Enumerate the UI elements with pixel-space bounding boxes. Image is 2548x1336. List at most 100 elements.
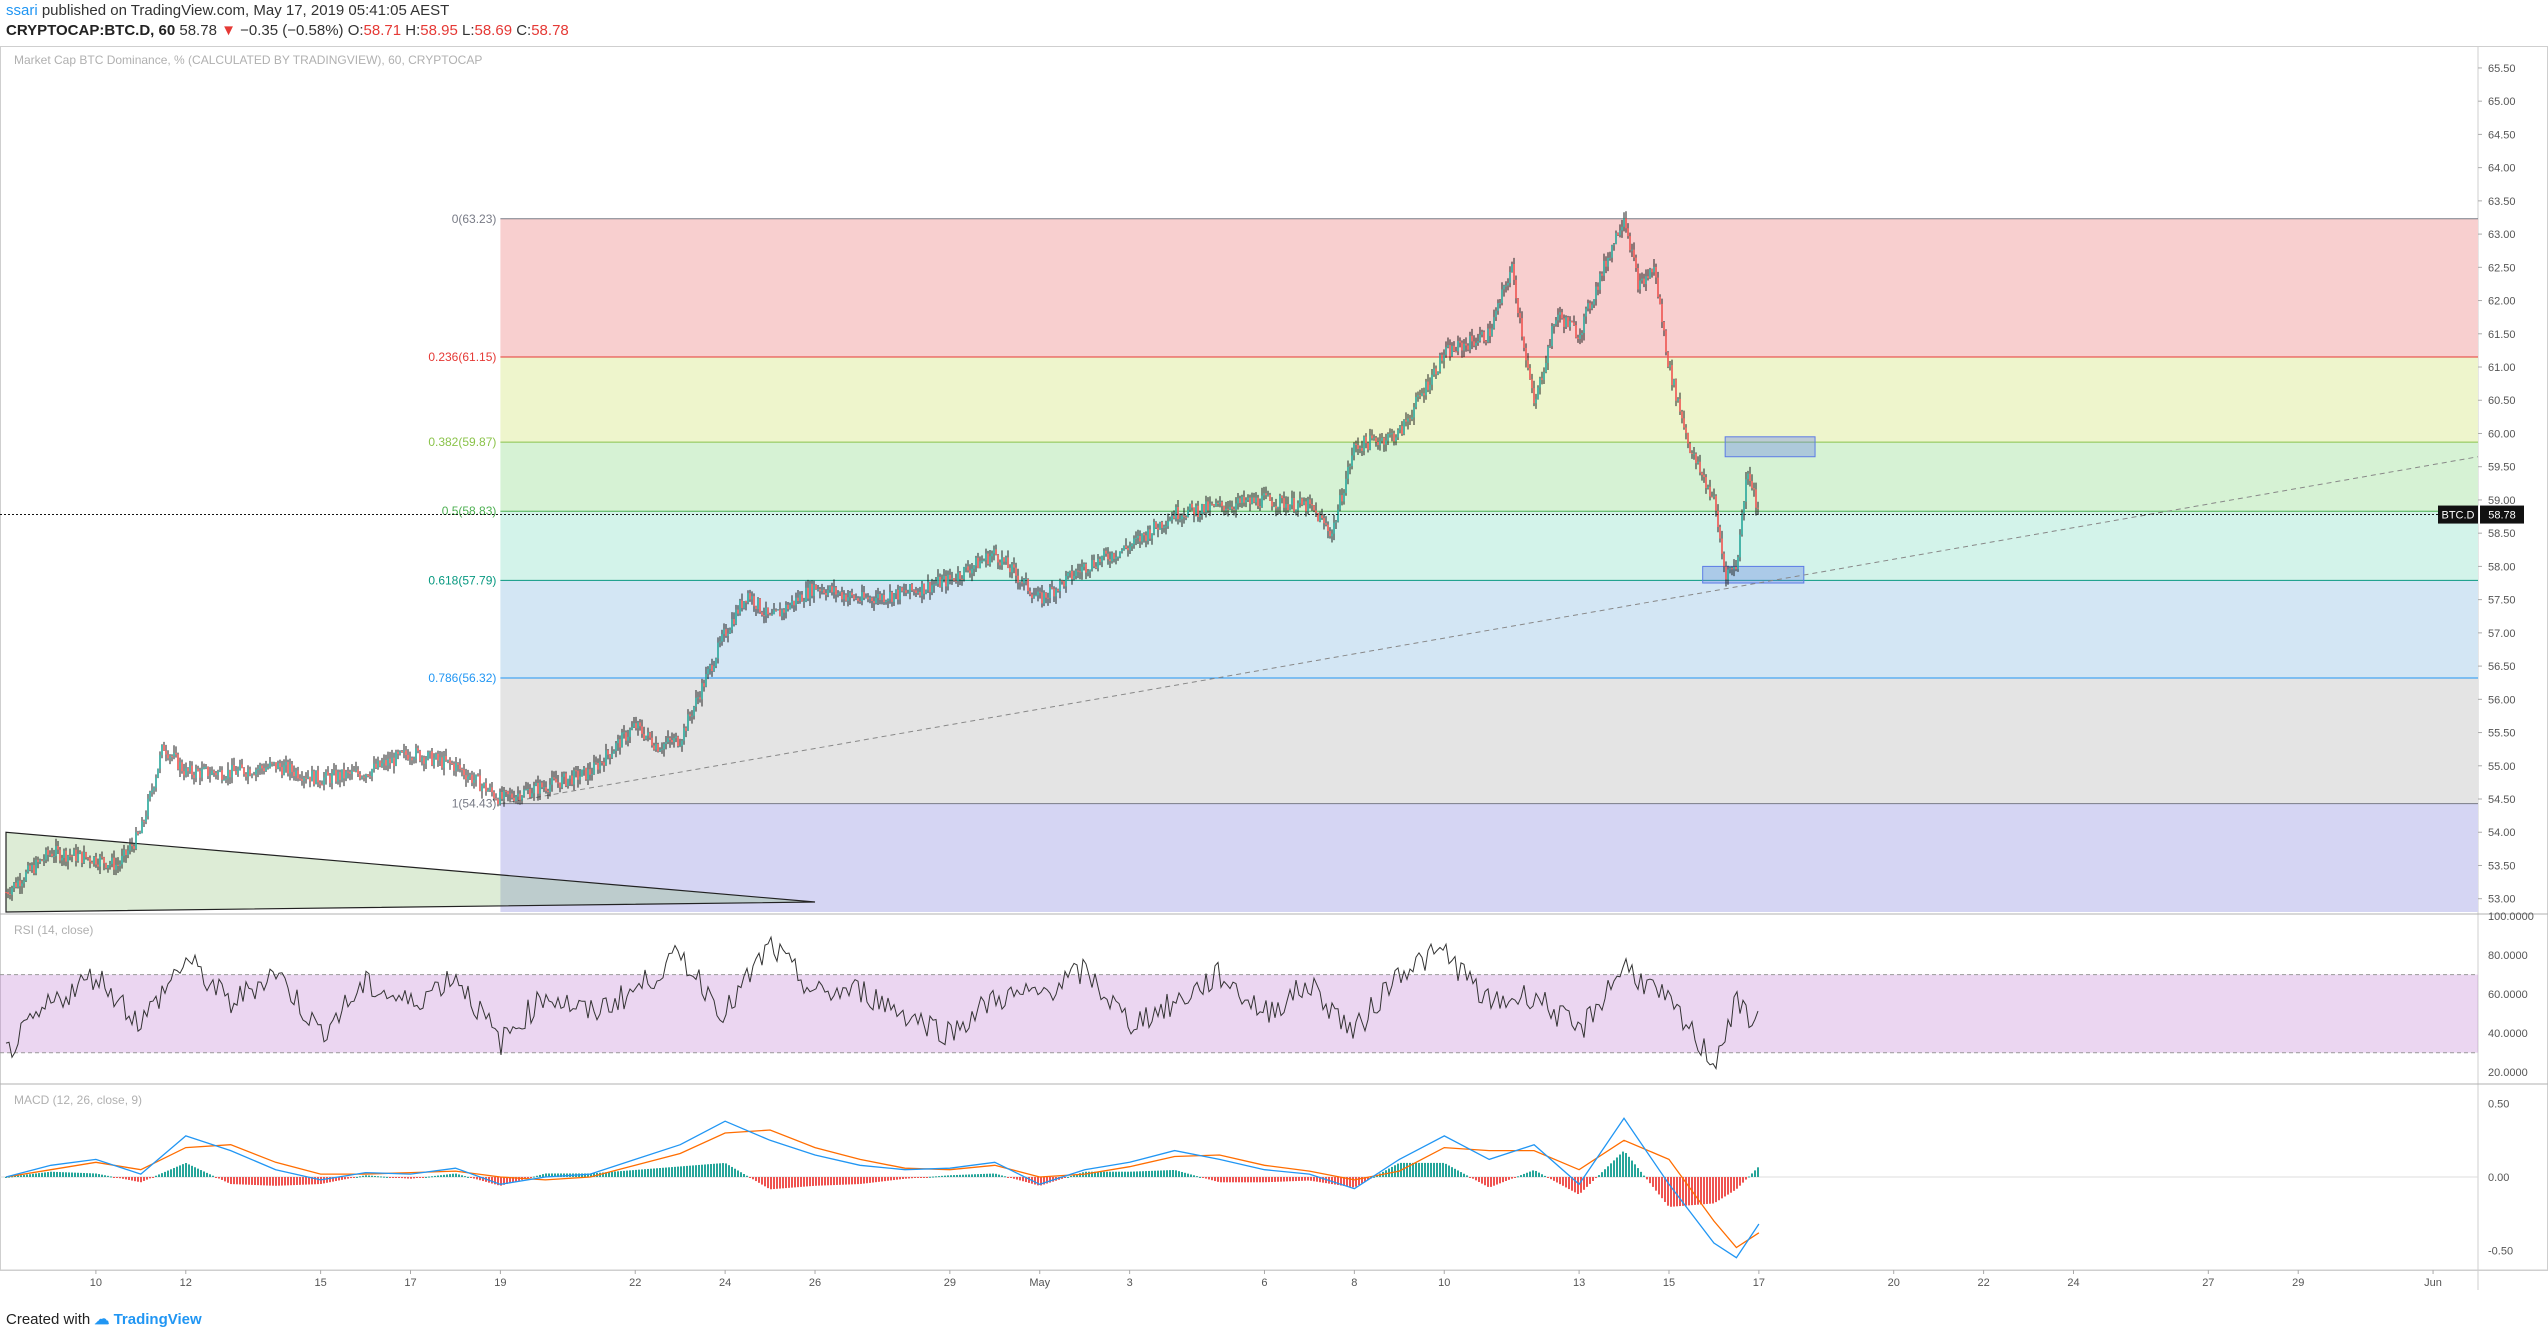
macd-histogram-bar: [1697, 1177, 1699, 1205]
candle-body: [147, 798, 149, 817]
candle-body: [581, 769, 583, 777]
macd-histogram-bar: [1013, 1177, 1015, 1179]
candle-body: [329, 775, 331, 784]
symbol-line: CRYPTOCAP:BTC.D, 60 58.78 ▼ −0.35 (−0.58…: [6, 22, 569, 39]
candle-body: [913, 590, 915, 592]
macd-histogram-bar: [617, 1171, 619, 1177]
candle-body: [1575, 325, 1577, 338]
macd-histogram-bar: [1124, 1171, 1126, 1177]
price-axis-label: 60.00: [2488, 428, 2516, 440]
macd-histogram-bar: [890, 1177, 892, 1181]
candle-body: [767, 607, 769, 615]
candle-body: [1723, 553, 1725, 567]
candle-body: [1543, 372, 1545, 380]
candle-body: [735, 609, 737, 625]
macd-histogram-bar: [548, 1173, 550, 1177]
candle-body: [769, 614, 771, 616]
macd-histogram-bar: [1427, 1162, 1429, 1177]
fib-level-label: 0.382(59.87): [428, 435, 496, 449]
macd-histogram-bar: [1187, 1173, 1189, 1177]
candle-body: [513, 797, 515, 801]
candle-body: [1161, 522, 1163, 528]
macd-histogram-bar: [1046, 1177, 1048, 1184]
macd-histogram-bar: [704, 1164, 706, 1177]
candle-body: [397, 751, 399, 754]
candle-body: [237, 769, 239, 775]
macd-histogram-bar: [116, 1177, 118, 1178]
tradingview-brand[interactable]: TradingView: [113, 1311, 202, 1328]
candle-body: [917, 591, 919, 593]
macd-histogram-bar: [1757, 1167, 1759, 1177]
candle-body: [915, 590, 917, 593]
candle-body: [721, 634, 723, 642]
macd-histogram-bar: [1433, 1162, 1435, 1177]
macd-histogram-bar: [1226, 1177, 1228, 1183]
candle-body: [77, 853, 79, 861]
candle-body: [647, 732, 649, 736]
macd-histogram-bar: [1724, 1177, 1726, 1197]
candle-body: [757, 598, 759, 610]
candle-body: [155, 777, 157, 788]
macd-histogram-bar: [1637, 1168, 1639, 1177]
candle-body: [1165, 526, 1167, 528]
macd-histogram-bar: [191, 1165, 193, 1177]
candle-body: [911, 584, 913, 591]
time-axis-label: 6: [1261, 1277, 1267, 1289]
macd-histogram-bar: [1565, 1177, 1567, 1188]
candle-body: [299, 778, 301, 780]
candle-body: [495, 798, 497, 800]
candle-body: [353, 770, 355, 772]
candle-body: [1067, 572, 1069, 576]
candle-body: [311, 771, 313, 782]
candle-body: [1653, 266, 1655, 273]
macd-histogram-bar: [872, 1177, 874, 1183]
candle-body: [969, 570, 971, 574]
candle-body: [467, 776, 469, 780]
candle-body: [219, 770, 221, 772]
candle-body: [143, 821, 145, 823]
macd-histogram-bar: [626, 1170, 628, 1177]
macd-histogram-bar: [1007, 1177, 1009, 1178]
symbol-name[interactable]: CRYPTOCAP:BTC.D, 60: [6, 22, 176, 39]
candle-body: [227, 769, 229, 779]
candle-body: [751, 596, 753, 600]
fib-level-label: 0.618(57.79): [428, 573, 496, 587]
candle-body: [727, 633, 729, 636]
candle-body: [1195, 505, 1197, 516]
candle-body: [1553, 324, 1555, 327]
candle-body: [1007, 557, 1009, 568]
rsi-axis-label: 100.0000: [2488, 911, 2534, 923]
candle-body: [663, 743, 665, 750]
macd-histogram-bar: [263, 1177, 265, 1186]
candle-body: [679, 745, 681, 747]
candle-body: [1457, 340, 1459, 352]
macd-histogram-bar: [536, 1175, 538, 1177]
candle-body: [569, 775, 571, 779]
author-link[interactable]: ssari: [6, 2, 38, 19]
candle-body: [243, 768, 245, 775]
price-axis-label: 62.00: [2488, 296, 2516, 308]
candle-body: [1317, 512, 1319, 522]
macd-histogram-bar: [911, 1177, 913, 1179]
candle-body: [1153, 521, 1155, 534]
candle-body: [1659, 296, 1661, 304]
candle-body: [1131, 544, 1133, 547]
macd-histogram-bar: [152, 1177, 154, 1178]
candle-body: [7, 892, 9, 895]
candle-body: [1009, 567, 1011, 573]
macd-histogram-bar: [650, 1168, 652, 1177]
macd-histogram-bar: [1244, 1177, 1246, 1183]
candle-body: [1505, 285, 1507, 287]
candle-body: [1329, 531, 1331, 537]
macd-histogram-bar: [1355, 1177, 1357, 1187]
macd-histogram-bar: [1448, 1165, 1450, 1177]
candle-body: [1241, 496, 1243, 503]
candle-body: [809, 583, 811, 599]
candle-body: [255, 769, 257, 775]
macd-histogram-bar: [1268, 1177, 1270, 1183]
macd-histogram-bar: [1496, 1177, 1498, 1185]
candle-body: [1043, 592, 1045, 604]
macd-histogram-bar: [1721, 1177, 1723, 1199]
candle-body: [107, 865, 109, 868]
